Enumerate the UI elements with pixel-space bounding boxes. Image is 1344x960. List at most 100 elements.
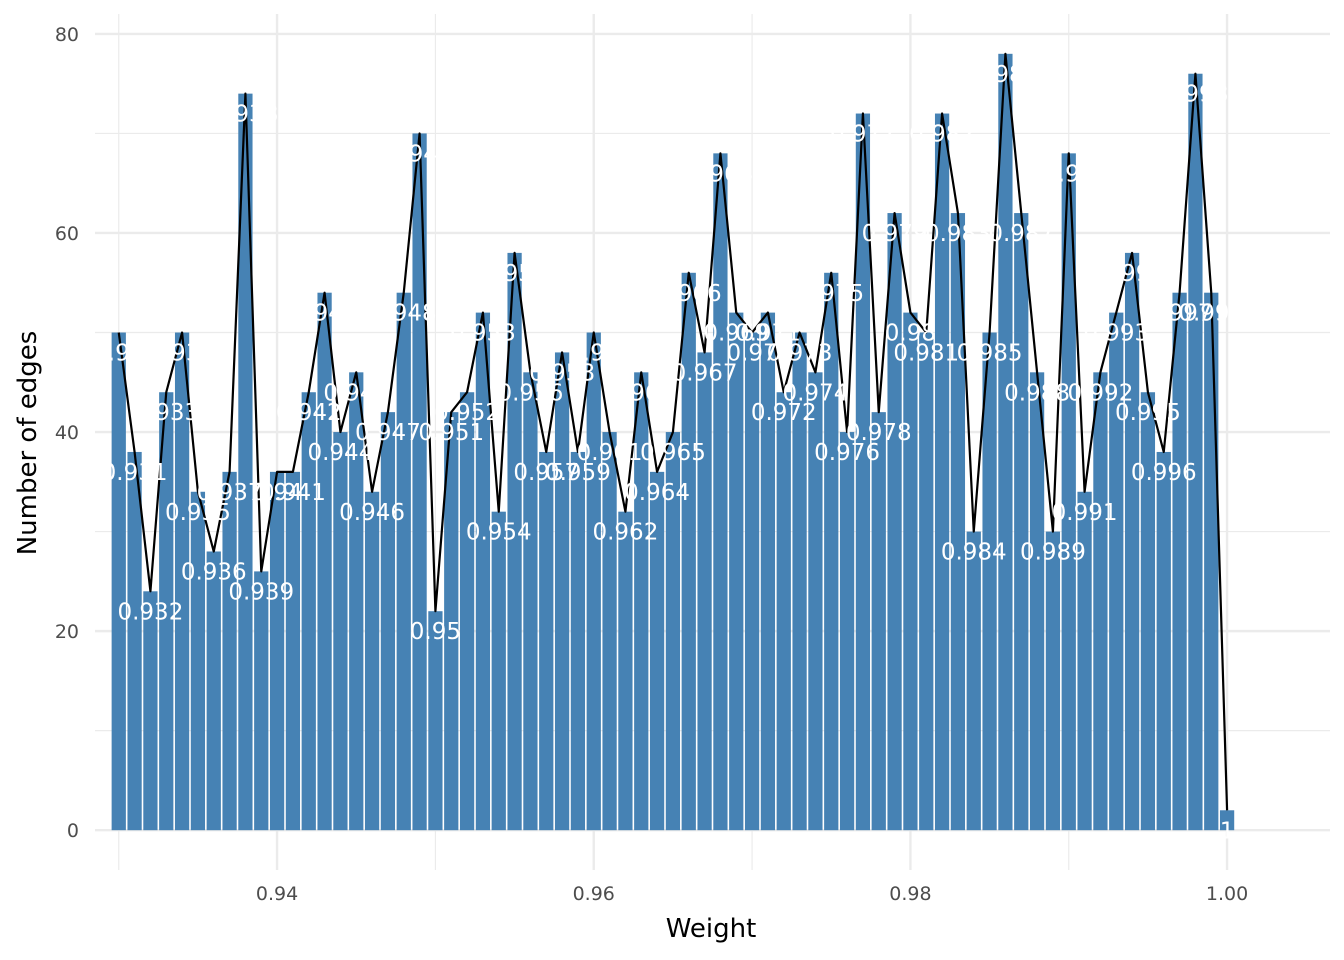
bar-value-label: 0.979 [862, 221, 928, 247]
bar [618, 511, 633, 831]
y-axis-title: Number of edges [13, 331, 43, 556]
bar-value-label: 0.985 [957, 341, 1023, 367]
bar-value-label: 0.954 [466, 520, 532, 546]
x-axis-ticks: 0.94 0.96 0.98 1.00 [256, 883, 1248, 905]
bar [1093, 372, 1108, 831]
bar [998, 53, 1013, 831]
bar-value-label: 0.966 [656, 281, 722, 307]
bar-value-label: 0.977 [830, 122, 896, 148]
y-tick-label: 40 [55, 422, 79, 444]
bar-value-label: 0.99 [1043, 161, 1094, 187]
bar [523, 372, 538, 831]
bar-value-label: 0.931 [102, 460, 168, 486]
bar [254, 571, 269, 831]
x-tick-label: 0.94 [256, 883, 298, 905]
bar [491, 511, 506, 831]
bar-value-label: 0.976 [814, 440, 880, 466]
bar-value-label: 0.949 [387, 141, 453, 167]
bar-value-label: 0.943 [292, 301, 358, 327]
bar [602, 432, 617, 831]
bar-value-label: 0.941 [260, 480, 326, 506]
bar-value-label: 0.952 [434, 400, 500, 426]
bar-value-label: 0.945 [323, 380, 389, 406]
bar [222, 471, 237, 831]
bar-value-label: 0.937 [197, 480, 263, 506]
bar-value-label: 0.93 [93, 341, 144, 367]
bar-value-label: 0.999 [1178, 301, 1244, 327]
bar [1045, 531, 1061, 831]
bar [1014, 213, 1029, 831]
bar [586, 332, 601, 831]
bar [950, 213, 966, 831]
line-series [117, 52, 1229, 811]
bar [1124, 252, 1140, 831]
bar-value-label: 0.997 [1147, 301, 1213, 327]
bar [697, 352, 712, 831]
bar-value-label: 0.963 [608, 380, 674, 406]
bar [792, 332, 807, 831]
bar-value-label: 0.998 [1162, 82, 1228, 108]
y-tick-label: 0 [67, 820, 79, 842]
bar [269, 471, 285, 831]
bar-value-label: 0.944 [307, 440, 373, 466]
bar [143, 591, 158, 831]
bar [539, 451, 554, 831]
bar [412, 133, 427, 831]
bar-value-label: 0.97 [726, 341, 777, 367]
bar [744, 332, 760, 831]
bar [982, 332, 997, 831]
bar [760, 312, 776, 831]
bar [839, 432, 855, 831]
bar-value-label: 0.942 [276, 400, 342, 426]
bar-value-label: 0.992 [1067, 380, 1133, 406]
bar-value-label: 0.964 [624, 480, 690, 506]
x-axis-title: Weight [666, 914, 757, 944]
bar-value-label: 0.936 [181, 559, 247, 585]
bar [475, 312, 491, 831]
bar-value-label: 0.991 [1052, 500, 1118, 526]
bar-value-label: 0.958 [529, 360, 595, 386]
bar-value-label: 0.957 [513, 460, 579, 486]
bar [1077, 491, 1092, 831]
bar-value-label: 0.955 [482, 261, 548, 287]
bar [190, 491, 206, 831]
bar-value-label: 0.989 [1020, 540, 1086, 566]
bar-value-label: 0.994 [1099, 261, 1165, 287]
bar-value-label: 1 [1220, 818, 1235, 844]
bar-value-label: 0.959 [545, 460, 611, 486]
bar [428, 611, 443, 831]
bar-value-label: 0.948 [371, 301, 437, 327]
bar [855, 113, 871, 831]
bar [333, 432, 348, 831]
bar [1172, 292, 1187, 831]
bar [649, 471, 665, 831]
bar-value-label: 0.974 [782, 380, 848, 406]
bar-value-label: 0.938 [212, 102, 278, 128]
bar-value-label: 0.967 [672, 360, 738, 386]
bar-labels: 0.930.9310.9320.9330.9340.9350.9360.9370… [93, 62, 1244, 844]
bar-value-label: 0.946 [339, 500, 405, 526]
bar-value-label: 0.94 [251, 480, 302, 506]
bar [1156, 451, 1171, 831]
bar [380, 412, 396, 831]
bar [111, 332, 126, 831]
bar [174, 332, 190, 831]
bar-value-label: 0.98 [885, 321, 936, 347]
bar [634, 372, 649, 831]
bar-value-label: 0.965 [640, 440, 706, 466]
bar [349, 372, 364, 831]
bar-value-label: 0.934 [149, 341, 215, 367]
bar [317, 292, 332, 831]
bar [396, 292, 411, 831]
bar-value-label: 0.962 [592, 520, 658, 546]
bar [871, 412, 886, 831]
bar [1188, 73, 1203, 831]
bar [159, 392, 174, 831]
trend-line [117, 52, 1229, 811]
bar [1219, 810, 1235, 831]
y-tick-label: 20 [55, 621, 79, 643]
bar [824, 272, 839, 831]
bar [1204, 292, 1219, 831]
bar [808, 372, 823, 831]
bar-value-label: 0.978 [846, 420, 912, 446]
